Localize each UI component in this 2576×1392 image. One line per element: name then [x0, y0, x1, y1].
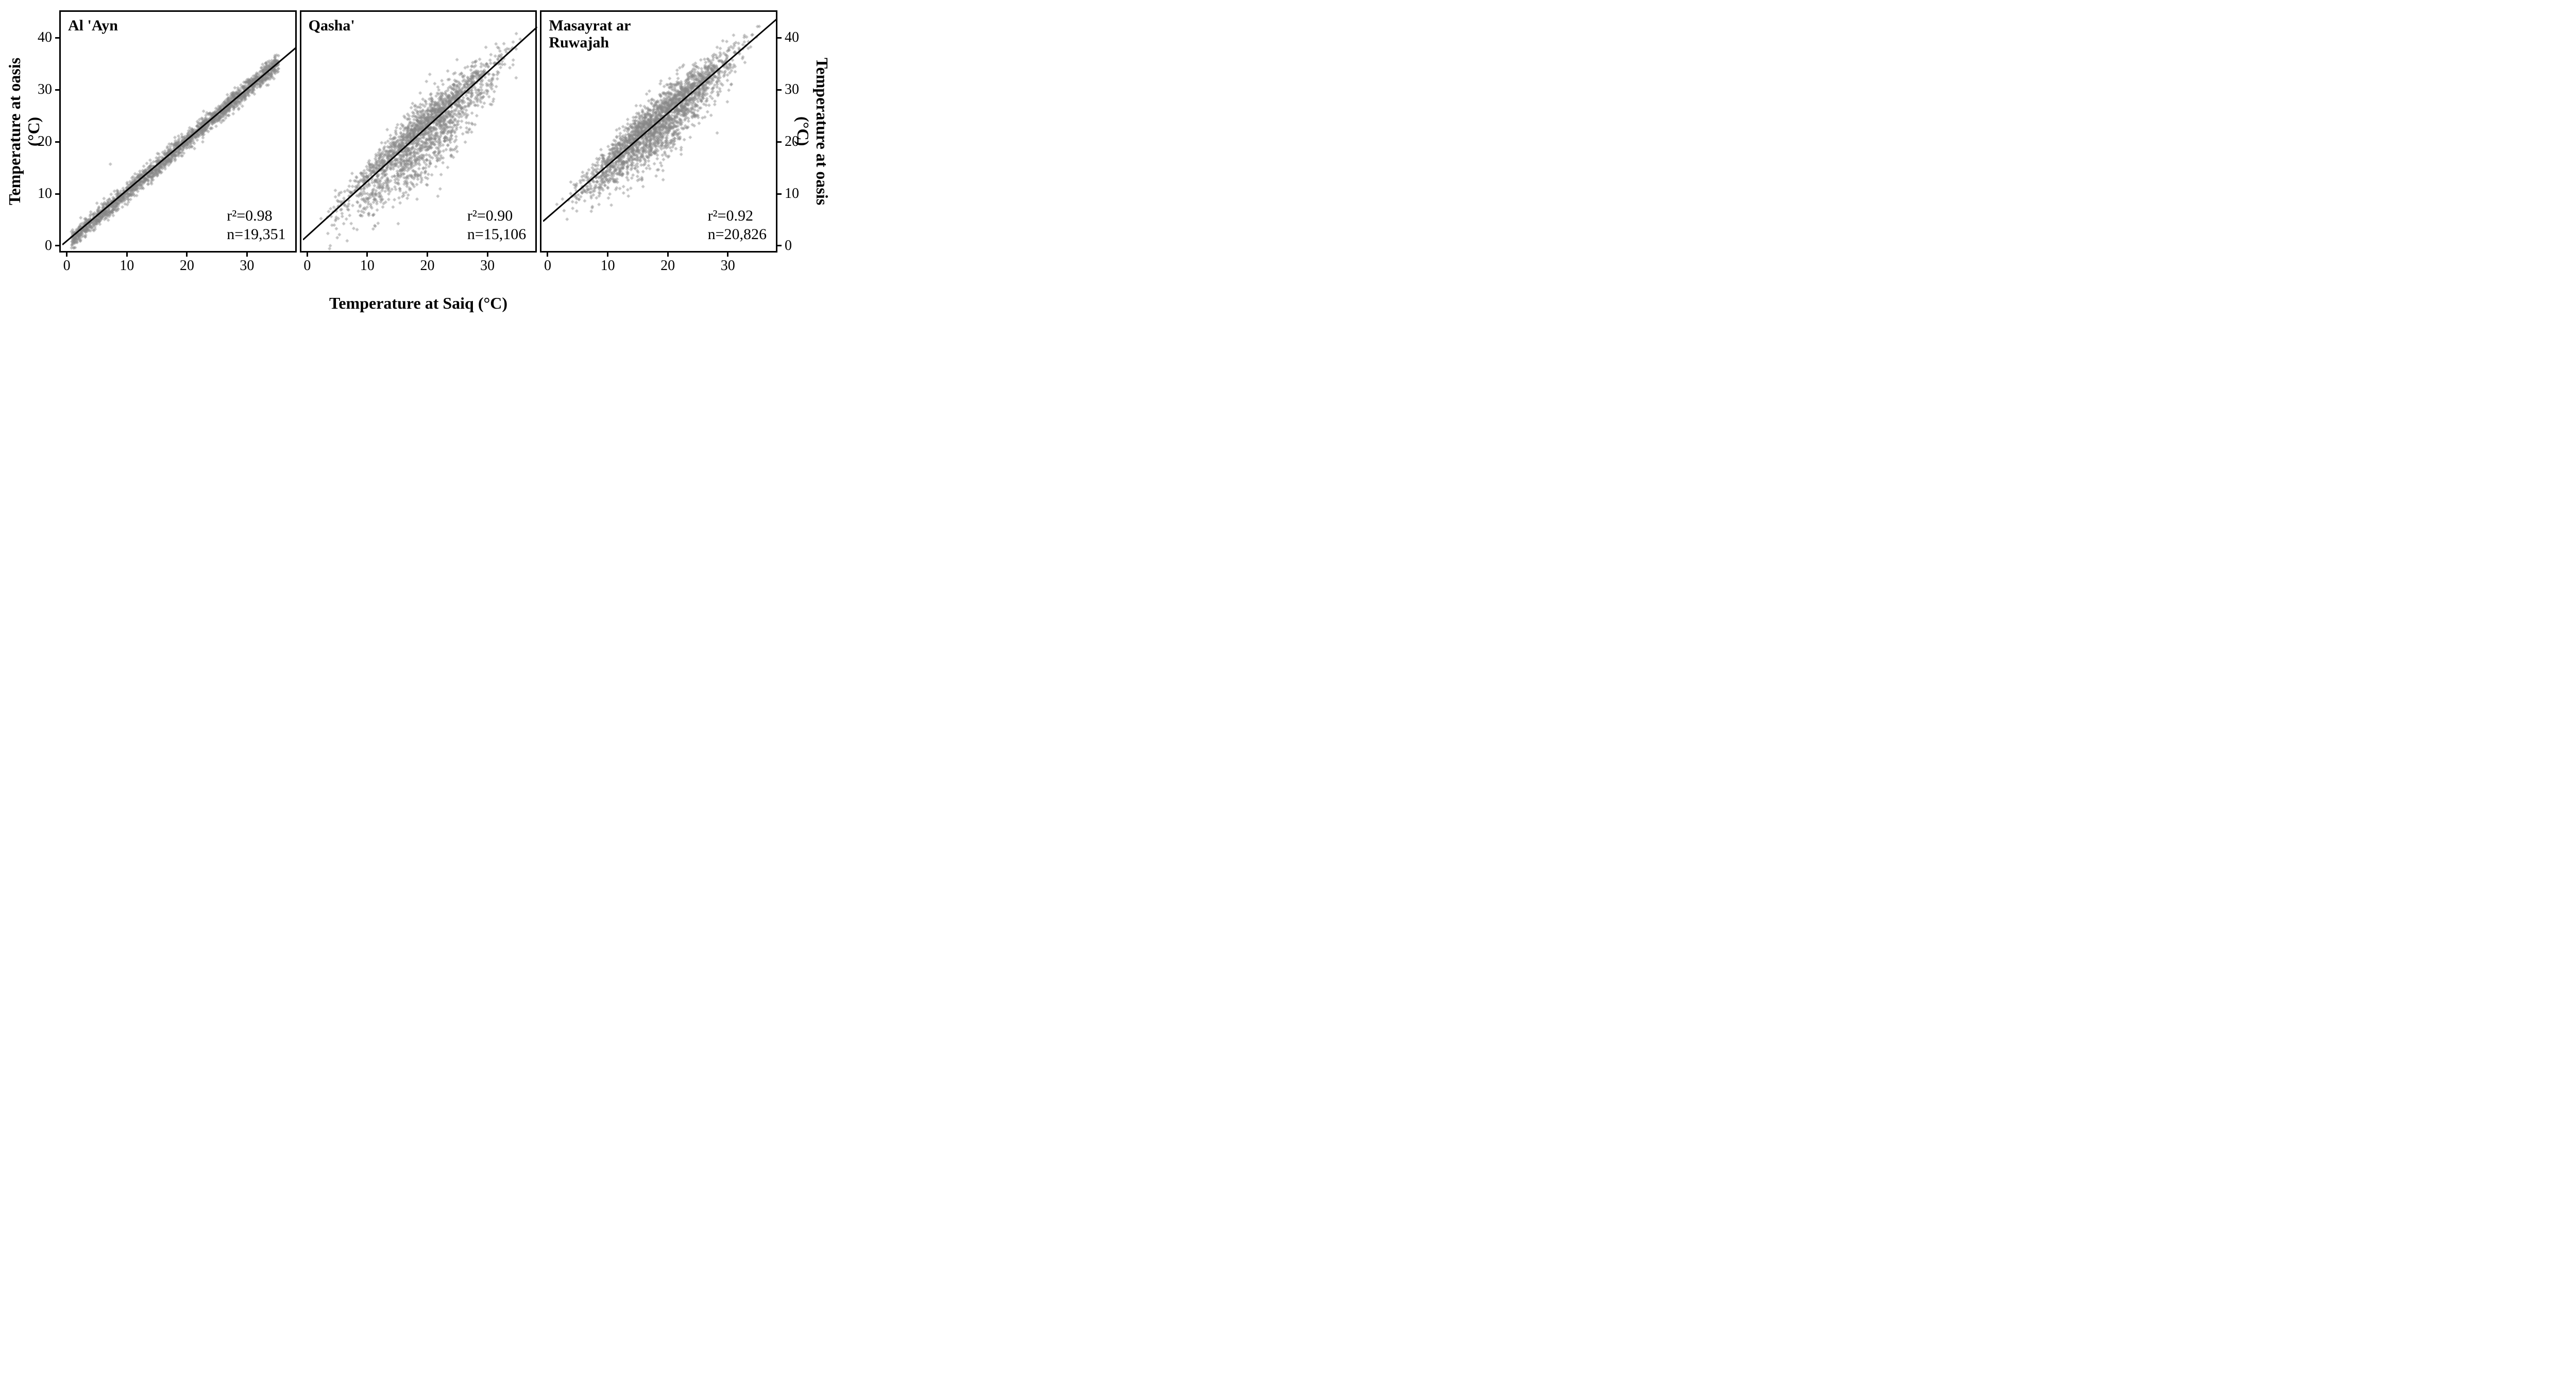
panel-n: n=19,351	[227, 225, 285, 244]
x-axis-label: Temperature at Saiq (°C)	[0, 294, 837, 313]
y-tick-mark	[55, 37, 59, 39]
y-tick-label: 40	[785, 29, 799, 46]
x-tick-mark	[126, 253, 128, 257]
panel-r2: r²=0.90	[467, 207, 526, 225]
panel-title: Al 'Ayn	[68, 17, 118, 34]
x-tick-label: 30	[480, 258, 495, 274]
x-tick-label: 0	[63, 258, 71, 274]
y-tick-mark	[55, 89, 59, 91]
x-tick-label: 20	[180, 258, 194, 274]
y-tick-mark	[777, 245, 782, 246]
y-tick-label: 0	[785, 238, 792, 254]
y-tick-mark	[55, 141, 59, 143]
x-tick-mark	[547, 253, 548, 257]
panel-stats: r²=0.90n=15,106	[467, 207, 526, 244]
x-tick-mark	[667, 253, 669, 257]
y-tick-label: 0	[45, 238, 52, 254]
panel-stats: r²=0.98n=19,351	[227, 207, 285, 244]
x-tick-mark	[246, 253, 248, 257]
x-tick-label: 30	[721, 258, 735, 274]
y-tick-label: 20	[785, 133, 799, 150]
panel-title: Qasha'	[309, 17, 355, 34]
y-tick-label: 40	[38, 29, 52, 46]
y-tick-label: 30	[38, 81, 52, 98]
scatter-panel: Al 'Ayn r²=0.98n=19,351	[59, 10, 297, 253]
panel-n: n=20,826	[708, 225, 767, 244]
x-tick-mark	[427, 253, 428, 257]
y-tick-mark	[55, 245, 59, 246]
x-tick-mark	[727, 253, 728, 257]
x-tick-label: 30	[240, 258, 254, 274]
panel-stats: r²=0.92n=20,826	[708, 207, 767, 244]
y-tick-label: 10	[785, 186, 799, 202]
y-axis-label-right: Temperature at oasis (°C)	[793, 41, 832, 222]
scatter-panel: Masayrat ar Ruwajah r²=0.92n=20,826	[540, 10, 777, 253]
y-tick-label: 30	[785, 81, 799, 98]
y-tick-label: 10	[38, 186, 52, 202]
x-tick-mark	[66, 253, 67, 257]
x-tick-mark	[366, 253, 368, 257]
figure-container: Temperature at oasis (°C) Temperature at…	[0, 0, 837, 348]
x-tick-label: 10	[120, 258, 134, 274]
panel-r2: r²=0.92	[708, 207, 767, 225]
panel-title: Masayrat ar Ruwajah	[549, 17, 631, 51]
y-tick-mark	[777, 193, 782, 195]
panel-n: n=15,106	[467, 225, 526, 244]
x-tick-mark	[307, 253, 308, 257]
x-tick-label: 20	[420, 258, 434, 274]
x-tick-mark	[607, 253, 608, 257]
x-tick-label: 10	[360, 258, 375, 274]
x-tick-mark	[487, 253, 488, 257]
x-tick-label: 20	[660, 258, 675, 274]
panel-r2: r²=0.98	[227, 207, 285, 225]
y-tick-mark	[55, 193, 59, 195]
y-tick-mark	[777, 89, 782, 91]
scatter-panel: Qasha' r²=0.90n=15,106	[300, 10, 537, 253]
y-tick-mark	[777, 141, 782, 143]
y-tick-mark	[777, 37, 782, 39]
x-tick-label: 10	[601, 258, 615, 274]
x-tick-label: 0	[544, 258, 551, 274]
x-tick-mark	[186, 253, 188, 257]
x-tick-label: 0	[303, 258, 311, 274]
y-tick-label: 20	[38, 133, 52, 150]
